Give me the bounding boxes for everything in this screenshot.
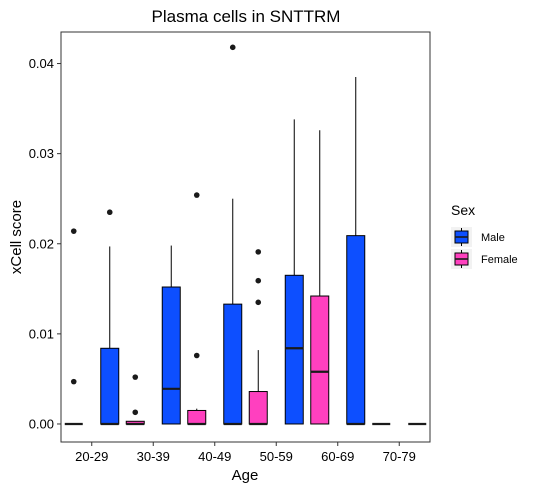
outlier-point (132, 374, 139, 380)
box-body (248, 391, 268, 425)
box-male-30-39 (161, 245, 181, 425)
x-tick-label: 40-49 (198, 449, 231, 464)
x-axis: 20-29 30-39 40-49 50-59 60-69 70-79 (75, 442, 416, 464)
box-body (223, 303, 243, 425)
box-body (284, 274, 304, 425)
x-tick-label: 70-79 (383, 449, 416, 464)
box-female-20-29 (64, 228, 83, 426)
outlier-point (193, 192, 200, 198)
outlier-point (255, 299, 262, 306)
y-axis-label: xCell score (8, 200, 25, 274)
legend-item-female: Female (451, 249, 518, 269)
chart-title: Plasma cells in SNTTRM (152, 7, 341, 26)
plot-panel (60, 31, 431, 443)
outlier-point (132, 409, 139, 416)
outlier-point (193, 352, 200, 359)
box-body (346, 235, 366, 425)
box-body (187, 409, 207, 425)
outlier-point (70, 228, 77, 234)
y-tick-label: 0.03 (29, 146, 54, 161)
box-body (310, 295, 330, 425)
box-body (161, 286, 181, 425)
legend-item-male: Male (451, 227, 505, 247)
box-male-20-29 (100, 209, 120, 426)
y-tick-label: 0.01 (29, 326, 54, 341)
y-tick-label: 0.00 (29, 416, 54, 431)
outlier-point (106, 209, 113, 216)
box-body (100, 347, 120, 425)
box-male-50-59 (284, 119, 304, 425)
legend-label: Female (481, 254, 518, 266)
outlier-point (255, 277, 262, 284)
legend-label: Male (481, 232, 505, 244)
outlier-point (255, 249, 262, 255)
y-axis: 0.00 0.01 0.02 0.03 0.04 (29, 56, 61, 431)
outlier-point (229, 44, 236, 51)
box-female-50-59 (248, 249, 268, 426)
box-female-60-69 (310, 130, 330, 425)
box-female-40-49 (187, 192, 207, 426)
outlier-point (70, 378, 77, 385)
box-male-40-49 (223, 44, 243, 426)
plot-marks (64, 44, 427, 426)
legend: Sex Male Female (451, 202, 518, 269)
legend-title: Sex (451, 202, 475, 218)
x-axis-label: Age (232, 467, 259, 484)
y-tick-label: 0.02 (29, 236, 54, 251)
y-tick-label: 0.04 (29, 56, 54, 71)
box-male-60-69 (346, 77, 366, 426)
box-female-30-39 (125, 374, 145, 426)
x-tick-label: 20-29 (75, 449, 108, 464)
x-tick-label: 60-69 (321, 449, 354, 464)
x-tick-label: 50-59 (260, 449, 293, 464)
x-tick-label: 30-39 (137, 449, 170, 464)
